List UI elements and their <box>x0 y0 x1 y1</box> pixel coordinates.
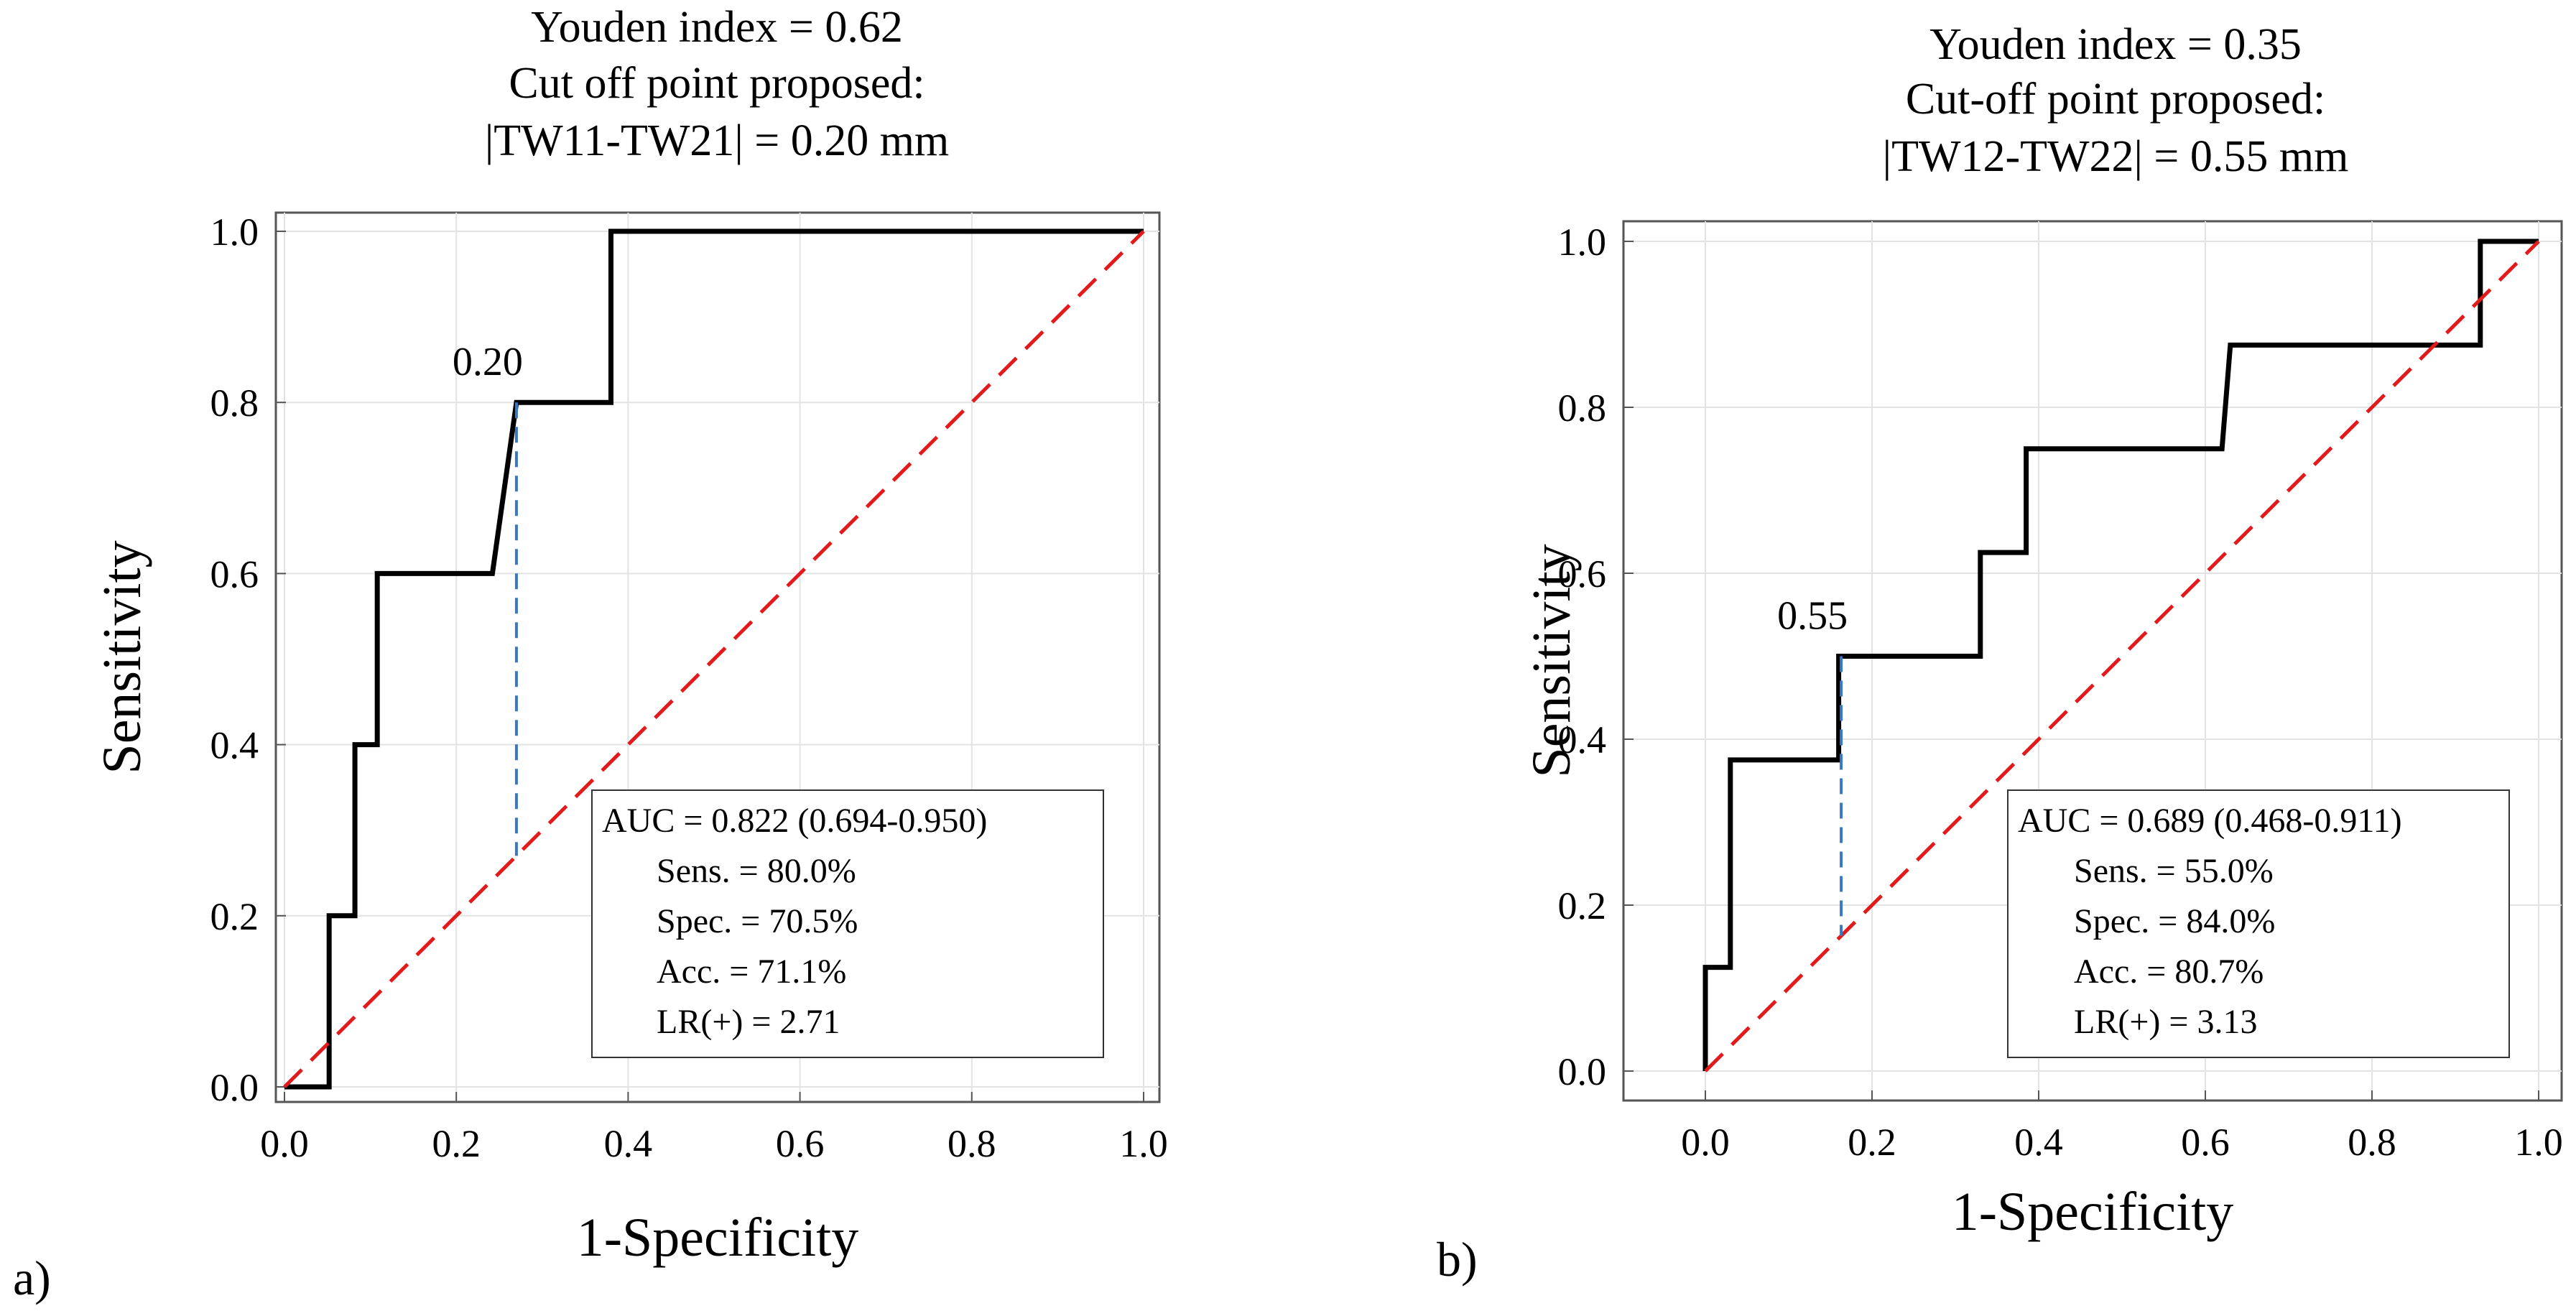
panel-label: b) <box>1437 1232 1478 1287</box>
x-axis-label: 1-Specificity <box>577 1208 859 1268</box>
chart-title-line: Youden index = 0.35 <box>1929 20 2302 69</box>
stat-line: Spec. = 70.5% <box>657 902 858 940</box>
x-axis-label: 1-Specificity <box>1952 1182 2234 1242</box>
x-tick-label: 1.0 <box>1119 1122 1168 1165</box>
x-tick-label: 0.0 <box>1681 1121 1730 1164</box>
y-tick-label: 0.6 <box>1558 552 1607 596</box>
chart-title-line: Cut-off point proposed: <box>1906 75 2325 124</box>
stat-line: Sens. = 80.0% <box>657 852 856 890</box>
x-tick-label: 0.0 <box>260 1122 309 1165</box>
chart-title-line: |TW12-TW22| = 0.55 mm <box>1883 132 2349 181</box>
chart-title-line: Youden index = 0.62 <box>531 3 903 52</box>
y-tick-label: 0.2 <box>210 895 259 938</box>
y-tick-label: 1.0 <box>1558 221 1607 264</box>
panel-label: a) <box>13 1251 51 1305</box>
y-tick-label: 1.0 <box>210 210 259 254</box>
stat-line: LR(+) = 3.13 <box>2074 1003 2257 1041</box>
y-tick-label: 0.4 <box>210 724 259 767</box>
y-tick-label: 0.2 <box>1558 884 1607 927</box>
chart-panel-a: 0.0 0.2 0.4 0.6 0.8 1.0 0.0 0.2 0.4 0.6 0.8 1.0 0.20… <box>13 3 1168 1305</box>
y-tick-label: 0.0 <box>1558 1050 1607 1093</box>
stat-line: Acc. = 71.1% <box>657 953 846 991</box>
roc-curve-line <box>284 228 1144 1090</box>
y-tick-label: 0.8 <box>210 381 259 425</box>
x-tick-label: 0.4 <box>2014 1121 2063 1164</box>
stats-box <box>2007 789 2510 1058</box>
stats-box <box>591 789 1104 1058</box>
stat-line: LR(+) = 2.71 <box>657 1003 840 1041</box>
stat-line: Spec. = 84.0% <box>2074 902 2275 940</box>
chart-title-line: Cut off point proposed: <box>509 59 925 108</box>
x-tick-label: 0.8 <box>2348 1121 2396 1164</box>
chart-title-line: |TW11-TW21| = 0.20 mm <box>485 116 949 165</box>
y-tick-label: 0.4 <box>1558 718 1607 761</box>
auc-stat: AUC = 0.689 (0.468-0.911) <box>2018 802 2402 840</box>
roc-curve-line <box>1702 238 2539 1071</box>
cutoff-label: 0.55 <box>1777 594 1848 639</box>
x-tick-label: 0.2 <box>432 1122 481 1165</box>
y-tick-label: 0.8 <box>1558 386 1607 430</box>
stat-line: Sens. = 55.0% <box>2074 852 2274 890</box>
cutoff-label: 0.20 <box>453 340 523 384</box>
y-axis-label: Sensitivity <box>92 540 152 774</box>
x-tick-label: 0.8 <box>948 1122 996 1165</box>
y-tick-label: 0.6 <box>210 552 259 596</box>
x-tick-label: 0.2 <box>1848 1121 1896 1164</box>
x-tick-label: 1.0 <box>2514 1121 2563 1164</box>
stat-line: Acc. = 80.7% <box>2074 953 2264 991</box>
x-tick-label: 0.6 <box>2181 1121 2230 1164</box>
y-axis-label: Sensitivity <box>1521 544 1582 777</box>
reference-diagonal-line <box>283 230 1145 1088</box>
x-tick-label: 0.4 <box>604 1122 653 1165</box>
chart-panel-b: 0.0 0.2 0.4 0.6 0.8 1.0 0.0 0.2 0.4 0.6 0.8 1.0 0.55… <box>1437 20 2563 1287</box>
reference-diagonal-line <box>1704 240 2540 1073</box>
y-tick-label: 0.0 <box>210 1066 259 1109</box>
x-tick-label: 0.6 <box>776 1122 825 1165</box>
auc-stat: AUC = 0.822 (0.694-0.950) <box>602 802 987 840</box>
